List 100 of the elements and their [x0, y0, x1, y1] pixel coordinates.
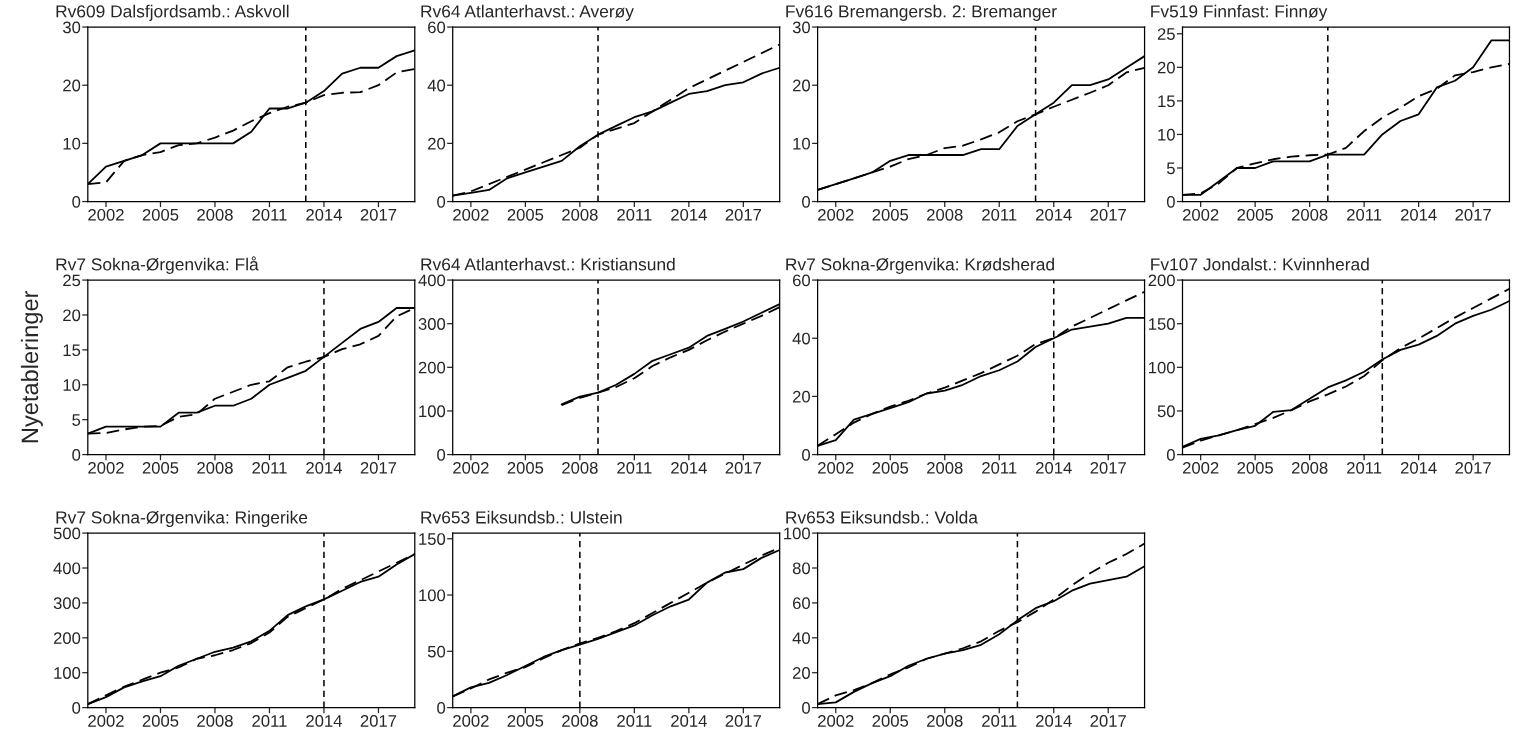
x-tick-label: 2005 [872, 208, 909, 221]
x-tick-label: 2005 [142, 714, 179, 727]
x-tick-label: 2014 [1400, 208, 1437, 221]
y-tick-label: 0 [802, 448, 810, 461]
x-tick-label: 2011 [982, 714, 1017, 727]
y-tick-label: 60 [792, 597, 810, 610]
x-tick-label: 2017 [1090, 208, 1126, 221]
chart-title: Rv653 Eiksundsb.: Ulstein [421, 510, 622, 524]
y-tick-label: 20 [792, 79, 810, 92]
chart-title: Rv7 Sokna-Ørgenvika: Ringerike [56, 510, 308, 527]
y-tick-label: 100 [784, 527, 811, 540]
y-tick-label: 300 [418, 318, 446, 330]
x-tick-label: 2002 [453, 461, 489, 474]
y-tick-label: 5 [1166, 162, 1175, 175]
y-tick-label: 200 [53, 632, 81, 645]
y-tick-label: 100 [419, 405, 446, 418]
x-tick-label: 2014 [671, 208, 707, 221]
x-tick-label: 2008 [562, 208, 598, 221]
chart-title: Rv7 Sokna-Ørgenvika: Flå [56, 256, 259, 274]
x-tick-label: 2017 [360, 208, 397, 221]
x-tick-label: 2017 [725, 208, 762, 221]
y-tick-label: 0 [802, 702, 810, 714]
x-tick-label: 2005 [872, 461, 909, 474]
x-tick-label: 2014 [1400, 461, 1437, 474]
x-tick-label: 2017 [360, 461, 397, 474]
x-tick-label: 2017 [1455, 461, 1491, 474]
x-tick-label: 2008 [927, 714, 963, 727]
y-tick-label: 0 [437, 195, 446, 208]
y-tick-label: 20 [63, 79, 81, 92]
x-tick-label: 2008 [927, 461, 963, 474]
y-tick-label: 20 [63, 309, 81, 322]
x-tick-label: 2011 [982, 461, 1017, 474]
y-tick-label: 10 [1158, 128, 1175, 141]
x-tick-label: 2008 [562, 714, 598, 727]
chart-title: Fv107 Jondalst.: Kvinnherad [1151, 257, 1369, 271]
y-tick-label: 10 [63, 379, 81, 391]
x-tick-label: 2014 [671, 461, 707, 474]
x-tick-label: 2017 [1455, 208, 1491, 221]
x-tick-label: 2002 [818, 208, 854, 221]
x-tick-label: 2011 [617, 714, 652, 727]
x-tick-label: 2002 [88, 461, 124, 474]
y-tick-label: 0 [437, 448, 446, 461]
x-tick-label: 2005 [507, 714, 544, 727]
x-tick-label: 2002 [818, 461, 854, 474]
x-tick-label: 2008 [197, 714, 233, 727]
chart-title: Rv609 Dalsfjordsamb.: Askvoll [56, 4, 289, 21]
x-tick-label: 2002 [1182, 208, 1219, 221]
y-tick-label: 30 [62, 21, 81, 34]
x-tick-label: 2011 [1347, 461, 1382, 474]
y-tick-label: 0 [72, 702, 81, 714]
y-tick-label: 40 [792, 632, 810, 645]
x-tick-label: 2017 [725, 714, 762, 727]
y-tick-label: 25 [63, 274, 81, 287]
y-tick-label: 0 [1166, 195, 1175, 208]
y-tick-label: 100 [419, 589, 446, 602]
y-tick-label: 60 [428, 21, 446, 34]
y-tick-label: 15 [63, 344, 81, 357]
x-tick-label: 2017 [725, 461, 762, 474]
x-tick-label: 2005 [507, 461, 544, 474]
x-tick-label: 2014 [1036, 208, 1072, 221]
x-tick-label: 2017 [1090, 714, 1126, 727]
x-tick-label: 2011 [617, 461, 652, 474]
y-tick-label: 100 [54, 667, 81, 679]
x-tick-label: 2005 [142, 208, 179, 221]
y-tick-label: 50 [427, 645, 446, 658]
x-tick-label: 2002 [88, 714, 124, 727]
y-tick-label: 400 [53, 562, 81, 575]
x-tick-label: 2014 [1036, 461, 1072, 474]
y-tick-label: 20 [792, 390, 810, 403]
y-tick-label: 150 [1149, 318, 1175, 330]
x-tick-label: 2002 [453, 714, 489, 727]
x-tick-label: 2008 [1291, 461, 1328, 474]
y-tick-label: 0 [72, 448, 81, 461]
x-tick-label: 2008 [927, 208, 963, 221]
x-tick-label: 2014 [306, 208, 343, 221]
x-tick-label: 2011 [982, 208, 1017, 221]
y-tick-label: 500 [53, 527, 81, 540]
y-tick-label: 20 [428, 137, 446, 150]
chart-title: Rv64 Atlanterhavst.: Averøy [421, 4, 634, 21]
y-tick-label: 30 [792, 21, 810, 34]
y-tick-label: 0 [802, 195, 810, 208]
x-tick-label: 2014 [671, 714, 707, 727]
x-tick-label: 2011 [1347, 208, 1382, 221]
x-tick-label: 2008 [197, 208, 233, 221]
x-tick-label: 2011 [252, 461, 287, 474]
y-tick-label: 0 [437, 702, 446, 714]
chart-title: Rv7 Sokna-Ørgenvika: Krødsherad [786, 257, 1054, 274]
x-tick-label: 2014 [306, 461, 343, 474]
x-tick-label: 2002 [88, 208, 124, 221]
y-tick-label: 300 [53, 597, 81, 610]
y-tick-label: 200 [1148, 274, 1175, 287]
y-tick-label: 100 [1149, 361, 1175, 374]
x-tick-label: 2011 [252, 208, 287, 221]
x-tick-label: 2005 [1237, 208, 1273, 221]
y-tick-label: 20 [792, 667, 810, 679]
chart-title: Fv616 Bremangersb. 2: Bremanger [786, 4, 1057, 21]
y-tick-label: 20 [1157, 61, 1175, 74]
y-tick-label: 400 [418, 274, 446, 287]
y-tick-label: 25 [1157, 28, 1175, 40]
y-tick-label: 60 [792, 274, 810, 287]
